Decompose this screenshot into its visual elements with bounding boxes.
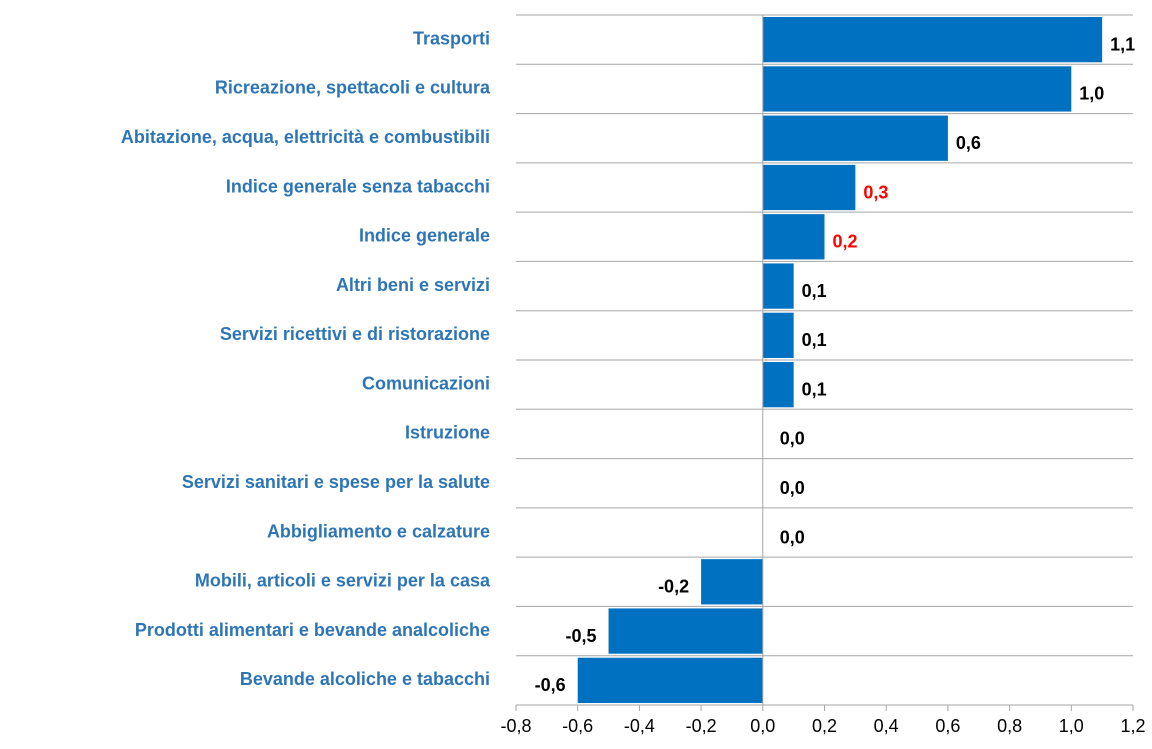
x-tick-label: 0,6 [935,716,960,736]
value-label: -0,5 [566,626,597,646]
bar [608,608,763,654]
x-tick-label: 0,2 [812,716,837,736]
bar [762,214,825,260]
value-label: -0,6 [535,675,566,695]
value-label: 0,0 [780,429,805,449]
value-label: 0,0 [780,478,805,498]
value-label: 1,0 [1079,84,1104,104]
category-label: Mobili, articoli e servizi per la casa [195,571,491,591]
category-label: Istruzione [405,423,490,443]
category-label: Abitazione, acqua, elettricità e combust… [121,127,490,147]
x-tick-label: 0,0 [750,716,775,736]
category-label: Altri beni e servizi [336,275,490,295]
value-label: 1,1 [1110,34,1135,54]
value-label: 0,3 [863,182,888,202]
value-label: 0,2 [833,232,858,252]
bar [701,559,763,605]
value-label: 0,1 [802,379,827,399]
value-label: -0,2 [658,577,689,597]
category-label: Ricreazione, spettacoli e cultura [215,78,491,98]
category-label: Comunicazioni [362,373,490,393]
value-label: 0,1 [802,281,827,301]
bar [762,17,1103,63]
category-label: Prodotti alimentari e bevande analcolich… [135,620,490,640]
category-label: Indice generale [359,226,490,246]
category-label: Servizi ricettivi e di ristorazione [220,324,490,344]
x-tick-label: 1,0 [1059,716,1084,736]
category-label: Bevande alcoliche e tabacchi [240,669,490,689]
x-tick-label: -0,6 [562,716,593,736]
x-tick-label: -0,4 [624,716,655,736]
bar [762,263,794,309]
value-label: 0,0 [780,527,805,547]
x-tick-label: -0,8 [500,716,531,736]
bar [762,66,1072,112]
value-label: 0,6 [956,133,981,153]
category-label: Abbigliamento e calzature [267,521,490,541]
bar [762,312,794,358]
bar [762,164,856,211]
x-tick-label: 0,4 [874,716,899,736]
value-label: 0,1 [802,330,827,350]
bar [577,657,763,703]
category-label: Indice generale senza tabacchi [226,176,490,196]
x-tick-label: 0,8 [997,716,1022,736]
bar [762,362,794,408]
bar [762,115,948,161]
x-tick-label: -0,2 [686,716,717,736]
category-label: Trasporti [413,28,490,48]
x-tick-label: 1,2 [1120,716,1145,736]
category-label: Servizi sanitari e spese per la salute [182,472,490,492]
